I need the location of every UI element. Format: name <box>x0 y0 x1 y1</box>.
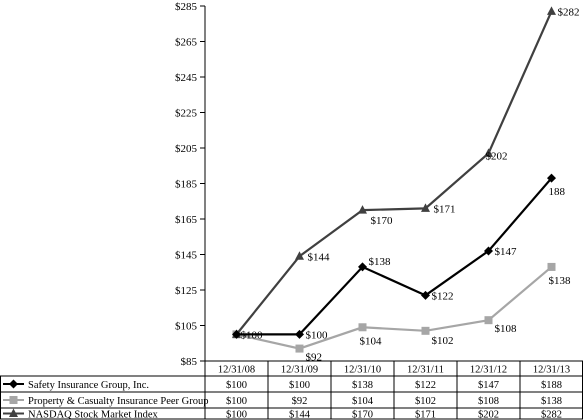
data-point <box>295 329 304 339</box>
table-cell: $138 <box>541 396 562 407</box>
table-cell: $171 <box>415 409 436 420</box>
y-tick-label: $265 <box>175 37 198 49</box>
legend-marker <box>9 396 18 404</box>
series-safety-insurance-group-inc- <box>232 173 556 339</box>
data-label: $202 <box>486 150 508 162</box>
series-name: NASDAQ Stock Market Index <box>28 409 159 420</box>
data-label: $100 <box>306 329 329 341</box>
data-point <box>295 251 304 260</box>
y-tick-label: $185 <box>175 179 198 191</box>
data-point <box>484 246 493 256</box>
y-tick-label: $145 <box>175 250 198 262</box>
data-point <box>358 262 367 272</box>
series-property-casualty-insurance-peer-group <box>232 262 556 353</box>
table-cell: $170 <box>352 409 373 420</box>
table-cell: $100 <box>226 396 247 407</box>
x-category-label: 12/31/13 <box>533 365 570 376</box>
y-tick-label: $285 <box>175 1 198 13</box>
data-point <box>484 148 493 157</box>
data-point <box>295 344 304 353</box>
y-tick-label: $85 <box>181 356 198 368</box>
data-label: $108 <box>495 323 518 335</box>
data-label: $100 <box>241 329 264 341</box>
data-label: $138 <box>369 256 392 268</box>
data-point <box>421 290 430 300</box>
series-name: Safety Insurance Group, Inc. <box>28 380 149 391</box>
table-cell: $138 <box>352 380 373 391</box>
table-cell: $100 <box>226 380 247 391</box>
legend-marker <box>9 408 18 417</box>
table-cell: $92 <box>292 396 308 407</box>
table-cell: $188 <box>541 380 562 391</box>
table-cell: $282 <box>541 409 562 420</box>
table-cell: $202 <box>478 409 499 420</box>
series-nasdaq-stock-market-index <box>232 6 556 338</box>
table-cell: $147 <box>478 380 499 391</box>
x-category-label: 12/31/09 <box>281 365 318 376</box>
y-tick-label: $245 <box>175 72 198 84</box>
table-cell: $102 <box>415 396 436 407</box>
legend-marker <box>9 379 18 389</box>
data-point <box>547 173 556 183</box>
data-point <box>547 262 556 271</box>
x-category-label: 12/31/12 <box>470 365 507 376</box>
table-cell: $122 <box>415 380 436 391</box>
x-category-label: 12/31/11 <box>407 365 444 376</box>
y-tick-label: $105 <box>175 321 198 333</box>
table-cell: $100 <box>226 409 247 420</box>
data-point <box>547 6 556 15</box>
table-cell: $100 <box>289 380 310 391</box>
data-point <box>484 316 493 325</box>
y-tick-label: $165 <box>175 214 198 226</box>
data-point <box>421 203 430 212</box>
y-tick-label: $125 <box>175 285 198 297</box>
table-cell: $108 <box>478 396 499 407</box>
data-labels: $100 $100 $138 $122 $147 188 $92 $104 $102 $108 $1… <box>241 6 580 363</box>
data-point <box>232 329 241 339</box>
data-label: 188 <box>549 186 566 198</box>
series-line <box>236 177 553 336</box>
data-label: $147 <box>495 246 518 258</box>
table-cell: $144 <box>289 409 311 420</box>
table-cell: $104 <box>352 396 374 407</box>
x-category-label: 12/31/10 <box>344 365 381 376</box>
data-label: $122 <box>432 290 454 302</box>
y-axis: $85 $105 $125 $145 $165 $185 $205 $225 $245 $265 $… <box>175 1 206 368</box>
series-name: Property & Casualty Insurance Peer Group <box>28 396 209 407</box>
x-category-label: 12/31/08 <box>218 365 255 376</box>
data-label: $104 <box>360 335 383 347</box>
data-label: $144 <box>308 251 331 263</box>
series-line <box>235 10 553 336</box>
data-label: $170 <box>371 215 394 227</box>
data-label: $92 <box>306 352 323 364</box>
data-label: $138 <box>549 275 572 287</box>
data-table: 12/31/08 12/31/09 12/31/10 12/31/11 12/31/12… <box>0 360 583 420</box>
y-tick-label: $225 <box>175 108 198 120</box>
data-point <box>358 323 367 332</box>
data-label: $171 <box>434 203 456 215</box>
y-tick-label: $205 <box>175 143 198 155</box>
series-line <box>236 266 553 350</box>
data-label: $102 <box>432 335 454 347</box>
data-point <box>421 326 430 335</box>
series-layer <box>232 6 556 353</box>
data-label: $282 <box>558 6 580 18</box>
data-point <box>358 205 367 214</box>
